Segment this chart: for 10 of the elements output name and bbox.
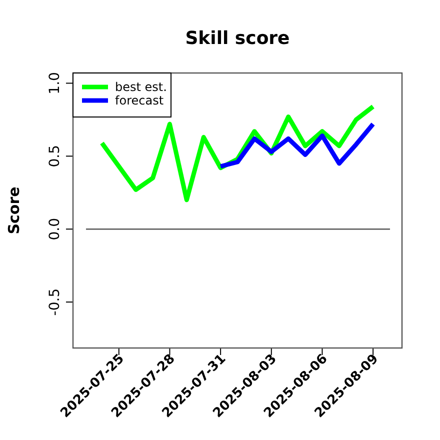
y-tick-label: 0.0 [47,218,63,240]
y-axis-title: Score [5,186,23,234]
legend-label: best est. [115,80,167,94]
y-tick-label: 0.5 [47,145,63,168]
y-tick-label: 1.0 [47,72,63,94]
chart-title: Skill score [185,28,290,49]
line-series [218,122,376,169]
legend-label: forecast [115,94,164,108]
line-series [100,104,376,202]
y-tick-label: -0.5 [47,288,63,316]
